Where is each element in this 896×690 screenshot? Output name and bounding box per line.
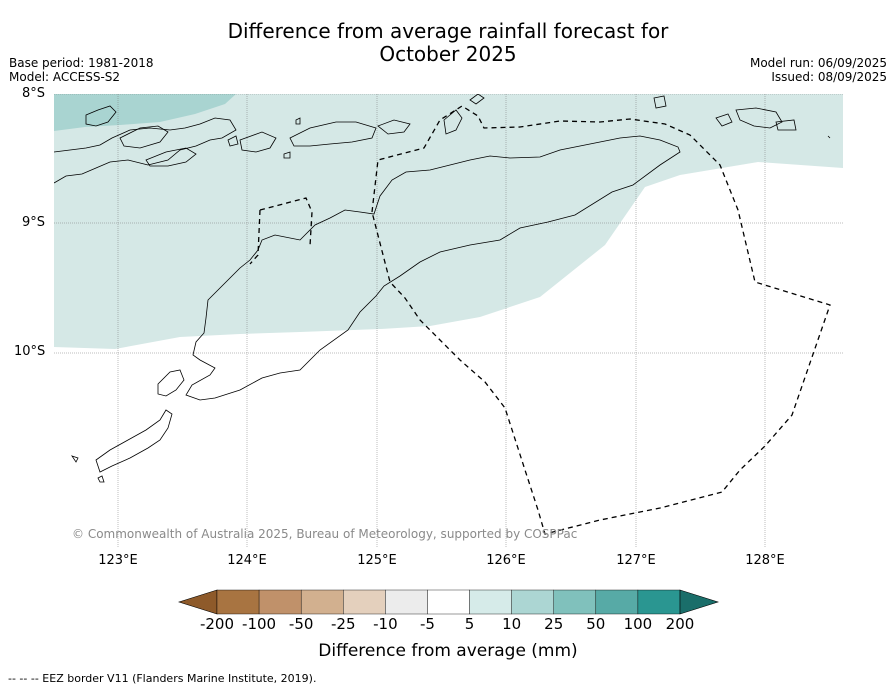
lat-label-8s: 8°S <box>22 86 46 101</box>
lat-label-9s: 9°S <box>22 215 46 230</box>
colorbar-extend-high <box>679 589 719 615</box>
colorbar-swatch <box>258 589 302 615</box>
colorbar-tick-label: -10 <box>373 615 398 633</box>
colorbar-tick-label: -200 <box>199 615 235 633</box>
colorbar-swatch <box>595 589 639 615</box>
colorbar-tick-label: -5 <box>419 615 435 633</box>
coastlines <box>54 94 831 483</box>
colorbar-tick-label: 200 <box>665 615 695 633</box>
base-period-text: Base period: 1981-2018 <box>9 56 154 70</box>
lon-label-126e: 126°E <box>486 553 526 568</box>
model-run-text: Model run: 06/09/2025 <box>749 56 887 70</box>
colorbar-tick-label: 10 <box>502 615 522 633</box>
colorbar-title: Difference from average (mm) <box>318 641 578 661</box>
colorbar <box>178 589 719 615</box>
region-25-50 <box>54 94 236 131</box>
colorbar-swatch <box>300 589 344 615</box>
lon-label-123e: 123°E <box>98 553 138 568</box>
gridlines <box>54 94 843 548</box>
title-line-1: Difference from average rainfall forecas… <box>227 19 669 43</box>
lon-label-125e: 125°E <box>357 553 397 568</box>
meta-left: Base period: 1981-2018 Model: ACCESS-S2 <box>9 56 154 84</box>
title-line-2: October 2025 <box>379 42 517 66</box>
colorbar-tick-label: 5 <box>464 615 475 633</box>
colorbar-extend-low <box>178 589 218 615</box>
colorbar-swatch <box>637 589 681 615</box>
eez-border <box>249 105 831 535</box>
colorbar-swatch <box>385 589 428 615</box>
model-text: Model: ACCESS-S2 <box>9 70 121 84</box>
colorbar-tick-label: -50 <box>288 615 314 633</box>
footnote-eez: -- -- -- EEZ border V11 (Flanders Marine… <box>8 672 317 685</box>
colorbar-tick-label: -25 <box>331 615 356 633</box>
lat-label-10s: 10°S <box>14 344 46 359</box>
colorbar-tick-label: 50 <box>586 615 606 633</box>
lon-label-128e: 128°E <box>745 553 785 568</box>
colorbar-swatch <box>511 589 554 615</box>
meta-right: Model run: 06/09/2025 Issued: 08/09/2025 <box>750 56 887 84</box>
lon-label-127e: 127°E <box>616 553 656 568</box>
colorbar-swatch <box>343 589 386 615</box>
map-title: Difference from average rainfall forecas… <box>0 20 896 66</box>
copyright-text: © Commonwealth of Australia 2025, Bureau… <box>72 527 578 541</box>
colorbar-swatch <box>553 589 597 615</box>
region-10-25 <box>54 94 843 349</box>
issued-text: Issued: 08/09/2025 <box>771 70 887 84</box>
lon-label-124e: 124°E <box>227 553 267 568</box>
colorbar-tick-label: 25 <box>544 615 564 633</box>
colorbar-swatch <box>427 589 470 615</box>
colorbar-swatch <box>469 589 512 615</box>
colorbar-tick-label: 100 <box>623 615 653 633</box>
colorbar-swatch <box>216 589 260 615</box>
colorbar-tick-label: -100 <box>242 615 277 633</box>
